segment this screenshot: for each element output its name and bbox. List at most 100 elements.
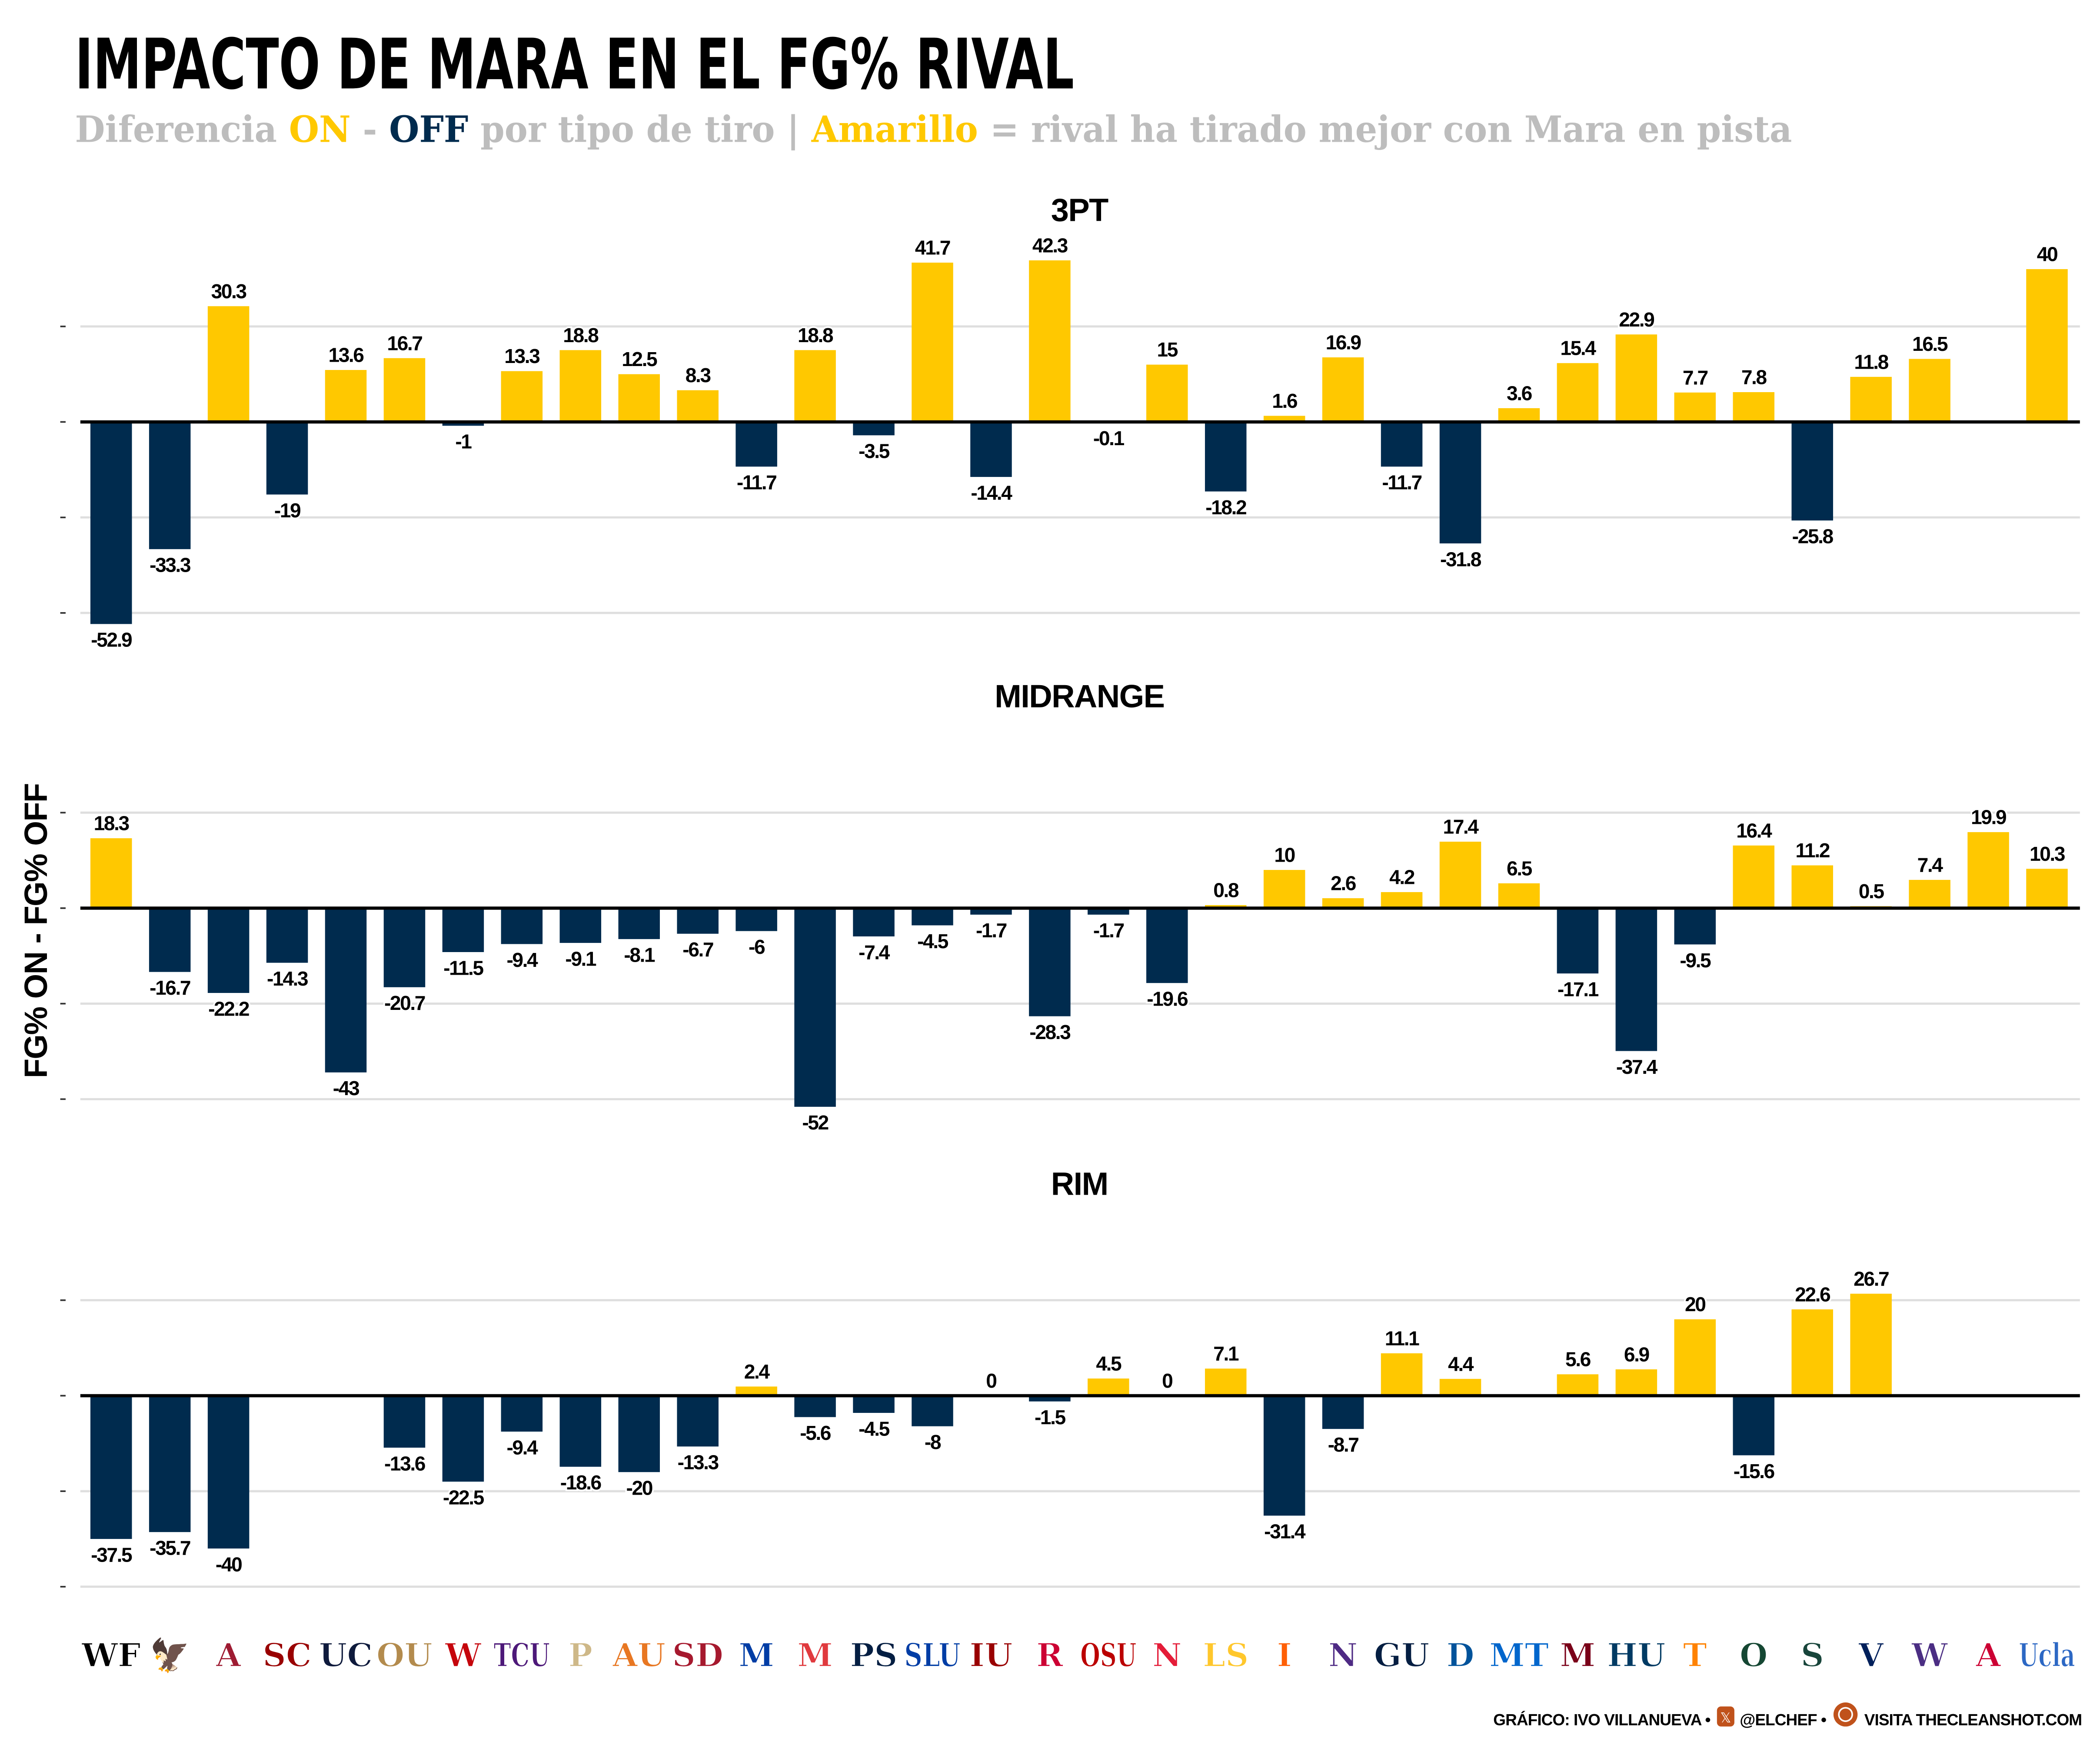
data-label: 0 (986, 1369, 996, 1392)
bar (618, 908, 660, 939)
bar (501, 908, 543, 944)
bar (1029, 908, 1071, 1016)
team-logo: HU (1607, 1637, 1665, 1674)
data-label: 16.4 (1736, 819, 1772, 842)
data-label: 1.6 (1272, 390, 1298, 412)
team-logo: SLU (904, 1637, 960, 1674)
data-label: -11.7 (1382, 471, 1421, 494)
data-label: -4.5 (859, 1417, 890, 1440)
data-label: 20 (1685, 1293, 1705, 1316)
bar (90, 422, 132, 624)
bar (1615, 908, 1657, 1051)
bar (1674, 1319, 1716, 1396)
data-label: -28.3 (1029, 1021, 1071, 1043)
panel-midrange: MIDRANGE 18.3 -16.7 -22.2 -14.3 -43 -20.7 -11.5… (60, 678, 2080, 1136)
bar (1498, 408, 1540, 422)
bar (1322, 1396, 1364, 1429)
data-label: -11.5 (443, 956, 483, 979)
bar (1850, 1293, 1892, 1396)
bar (1439, 842, 1481, 908)
data-label: -7.4 (859, 941, 890, 963)
bar (1733, 1396, 1775, 1456)
bar (442, 908, 484, 952)
data-label: 6.5 (1507, 857, 1532, 879)
bar (1146, 908, 1188, 983)
data-label: 40 (2037, 243, 2057, 266)
data-label: -40 (216, 1553, 242, 1575)
data-label: 7.7 (1683, 366, 1708, 389)
data-label: -18.6 (560, 1471, 602, 1494)
bar (677, 1396, 719, 1447)
bar (912, 908, 953, 926)
bar (853, 1396, 895, 1413)
bar (1205, 422, 1247, 492)
bar (501, 1396, 543, 1432)
bar (383, 1396, 426, 1448)
data-label: -9.5 (1680, 949, 1711, 972)
bar (618, 374, 660, 422)
panel-3pt: 3PT -52.9 -33.3 30.3 -19 13.6 16.7 -1 13.3 18.8 12… (60, 192, 2080, 653)
team-logo: M (1560, 1637, 1595, 1674)
data-label: 0.8 (1213, 879, 1239, 901)
data-label: 13.3 (504, 345, 540, 367)
footer-site: VISITA THECLEANSHOT.COM (1864, 1711, 2082, 1729)
data-label: -31.4 (1264, 1520, 1306, 1543)
basketball-icon (1833, 1702, 1858, 1727)
bar (1733, 392, 1775, 422)
data-label: 16.9 (1326, 331, 1361, 354)
data-label: -20.7 (384, 992, 425, 1014)
data-label: 8.3 (686, 364, 711, 386)
team-logo: SD (672, 1637, 723, 1674)
bar (677, 908, 719, 934)
bar (618, 1396, 660, 1472)
team-logo: M (739, 1637, 774, 1674)
data-label: 26.7 (1854, 1267, 1889, 1290)
panel-title: MIDRANGE (995, 678, 1164, 714)
data-label: 10 (1274, 844, 1295, 866)
data-label: 16.5 (1912, 333, 1948, 355)
data-label: 22.9 (1619, 308, 1654, 331)
team-logo: P (568, 1637, 592, 1674)
team-logo: A (216, 1637, 242, 1674)
bar (853, 908, 895, 936)
x-logo-icon (1717, 1706, 1734, 1727)
bar (970, 422, 1012, 477)
bar (1674, 908, 1716, 945)
bar (1029, 260, 1071, 422)
team-logo: R (1036, 1637, 1063, 1674)
data-label: 3.6 (1507, 382, 1532, 404)
data-label: -14.3 (267, 967, 308, 990)
data-label: 5.6 (1565, 1348, 1591, 1371)
data-label: 18.8 (798, 324, 833, 346)
bar (1791, 422, 1833, 521)
bar (735, 422, 777, 467)
subtitle-text: por tipo de tiro | (468, 108, 811, 151)
chart-title: IMPACTO DE MARA EN EL FG% RIVAL (75, 23, 1074, 105)
chart-subtitle: Diferencia ON - OFF por tipo de tiro | A… (75, 108, 1792, 151)
panel-title: RIM (1051, 1166, 1108, 1202)
data-label: 41.7 (915, 236, 950, 259)
data-label: -25.8 (1792, 525, 1834, 548)
data-label: -4.5 (917, 930, 948, 953)
basketball-icon-inner (1838, 1707, 1853, 1722)
team-logo: WF (81, 1637, 141, 1674)
data-label: 6.9 (1624, 1343, 1649, 1366)
team-logo: IU (969, 1637, 1012, 1674)
data-label: -17.1 (1558, 978, 1599, 1001)
subtitle-text: - (351, 108, 389, 151)
team-logo: D (1446, 1637, 1474, 1674)
data-label: 15.4 (1560, 337, 1596, 360)
bar (559, 908, 602, 943)
bar (1557, 1374, 1599, 1396)
bar (1088, 1378, 1129, 1396)
data-label: -13.6 (384, 1452, 426, 1475)
bar (1498, 883, 1540, 908)
data-label: 19.9 (1971, 806, 2006, 829)
bar (2026, 869, 2068, 908)
team-logo: T (1683, 1637, 1707, 1674)
data-label: 10.3 (2030, 843, 2065, 865)
team-logo: M (797, 1637, 833, 1674)
bar (207, 306, 250, 422)
bar (325, 370, 367, 422)
